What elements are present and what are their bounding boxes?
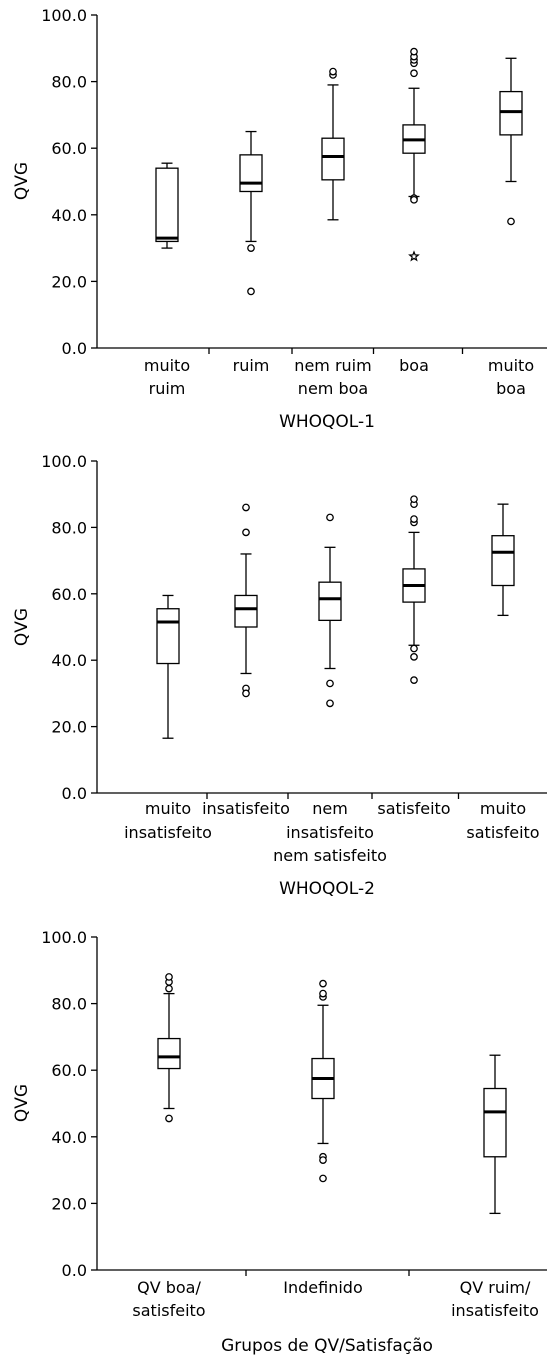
outlier-point [410, 644, 418, 653]
iqr-box [491, 535, 515, 587]
category-label: insatisfeito [202, 799, 290, 818]
category-label: nem boa [298, 379, 368, 398]
chart-2: 0.0 20.0 40.0 60.0 80.0 100.0 QVG WHOQOL-2 muito… [12, 452, 547, 899]
y-tick-label: 100.0 [41, 452, 87, 471]
outlier-point [410, 69, 418, 78]
x-axis-title: Grupos de QV/Satisfação [221, 1336, 433, 1356]
box-group [499, 57, 523, 226]
outlier-point [326, 679, 334, 688]
category-label: nem ruim [294, 356, 371, 375]
outlier-point [410, 47, 418, 56]
outlier-point [410, 515, 418, 523]
category-label: nem satisfeito [273, 846, 387, 865]
box-group [321, 67, 345, 221]
iqr-box [157, 1037, 181, 1070]
y-tick-label: 80.0 [51, 995, 87, 1014]
y-axis-title: QVG [12, 162, 32, 200]
iqr-box [234, 594, 258, 628]
box-group [311, 979, 335, 1183]
outlier-point [242, 689, 250, 698]
outlier-point [507, 217, 515, 226]
category-label: muito [480, 799, 526, 818]
outlier-point [165, 973, 173, 981]
category-label: satisfeito [377, 799, 450, 818]
iqr-box [239, 154, 263, 193]
box-group [234, 503, 258, 698]
category-label: muito [488, 356, 534, 375]
outlier-point [319, 989, 327, 998]
y-tick-label: 20.0 [51, 272, 87, 291]
outlier-point [165, 1114, 173, 1123]
iqr-box [155, 167, 179, 243]
outlier-point [329, 67, 337, 76]
box-group [156, 594, 180, 739]
category-label: QV ruim/ [460, 1278, 531, 1297]
iqr-box [499, 90, 523, 136]
y-tick-label: 0.0 [62, 784, 87, 803]
outlier-point [410, 195, 418, 204]
outlier-point [410, 653, 418, 661]
y-tick-label: 100.0 [41, 6, 87, 25]
iqr-box [318, 581, 342, 622]
y-tick-label: 60.0 [51, 585, 87, 604]
x-axis-title: WHOQOL-1 [279, 412, 375, 432]
box-group [491, 503, 515, 617]
outlier-point [247, 244, 255, 252]
y-axis-title: QVG [12, 1084, 32, 1122]
category-label: insatisfeito [124, 823, 212, 842]
category-label: nem [312, 799, 348, 818]
category-label: insatisfeito [451, 1301, 539, 1320]
category-label: muito [144, 356, 190, 375]
y-tick-label: 40.0 [51, 651, 87, 670]
box-group [402, 495, 426, 684]
y-tick-label: 20.0 [51, 718, 87, 737]
outlier-point [165, 984, 173, 993]
outlier-point [319, 1174, 327, 1183]
y-tick-label: 40.0 [51, 206, 87, 225]
box-group [157, 973, 181, 1123]
outlier-point [410, 676, 418, 684]
y-axis-title: QVG [12, 608, 32, 646]
category-label: boa [399, 356, 429, 375]
iqr-box [321, 137, 345, 181]
category-label: boa [496, 379, 526, 398]
outlier-point [242, 528, 250, 537]
box-group [483, 1054, 507, 1215]
category-label: muito [145, 799, 191, 818]
category-label: satisfeito [132, 1301, 205, 1320]
category-label: insatisfeito [286, 823, 374, 842]
y-tick-label: 80.0 [51, 518, 87, 537]
y-tick-label: 20.0 [51, 1194, 87, 1213]
y-tick-label: 100.0 [41, 928, 87, 947]
outlier-point [410, 495, 418, 504]
category-label: satisfeito [466, 823, 539, 842]
y-tick-label: 60.0 [51, 1061, 87, 1080]
outlier-point [326, 513, 334, 522]
category-label: QV boa/ [137, 1278, 201, 1297]
y-tick-label: 80.0 [51, 73, 87, 92]
category-label: ruim [149, 379, 186, 398]
box-group [155, 162, 179, 249]
category-label: ruim [233, 356, 270, 375]
y-tick-label: 0.0 [62, 339, 87, 358]
iqr-box [483, 1087, 507, 1158]
outlier-point [326, 699, 334, 708]
category-label: Indefinido [283, 1278, 362, 1297]
outlier-point [247, 287, 255, 296]
iqr-box [156, 608, 180, 665]
box-group [239, 130, 263, 296]
extreme-point [408, 250, 420, 262]
y-tick-label: 0.0 [62, 1261, 87, 1280]
chart-1: 0.0 20.0 40.0 60.0 80.0 100.0 QVG WHOQOL-1 muito… [12, 6, 547, 432]
outlier-point [319, 979, 327, 988]
x-axis-title: WHOQOL-2 [279, 879, 375, 899]
outlier-point [242, 503, 250, 512]
outlier-point [319, 1156, 327, 1164]
box-group [318, 513, 342, 708]
y-tick-label: 60.0 [51, 139, 87, 158]
chart-3: 0.0 20.0 40.0 60.0 80.0 100.0 QVG Grupos de QV/… [12, 928, 547, 1356]
y-tick-label: 40.0 [51, 1128, 87, 1147]
box-group [402, 47, 426, 262]
